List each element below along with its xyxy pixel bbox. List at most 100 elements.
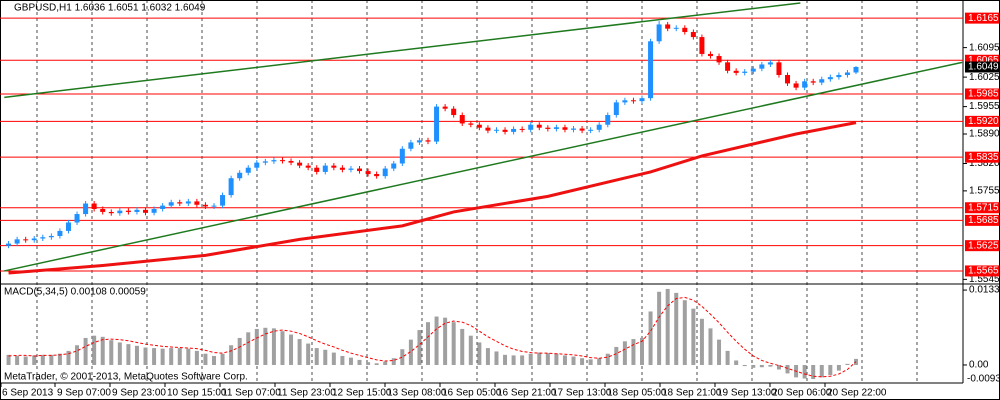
candle-body [185,201,191,204]
candle-body [785,75,791,84]
x-tick-label: 13 Sep 08:00 [387,388,447,399]
macd-bar [109,340,114,365]
y-tick-label: 1.6025 [969,72,1000,83]
candle-body [297,162,303,166]
candle-body [374,174,380,177]
candle-body [83,203,89,215]
candle-body [502,129,508,132]
macd-bar [203,353,208,365]
candle-body [160,205,166,209]
candle-body [314,167,320,172]
candle-body [177,202,183,204]
macd-bar [152,348,157,365]
copyright: MetaTrader, © 2001-2013, MetaQuotes Soft… [4,372,248,383]
candle-body [305,165,311,168]
macd-y-tick-label: 0.0133 [969,285,1000,296]
candle-body [588,129,594,131]
macd-bar [289,334,294,365]
macd-bar [143,347,148,365]
candle-body [690,32,696,38]
level-label-box [965,265,999,277]
x-tick-label: 16 Sep 05:00 [442,388,502,399]
candle-body [434,106,440,142]
macd-bar [417,330,422,365]
candle-body [143,209,149,213]
candle-body [322,165,328,172]
macd-bar [194,350,199,365]
macd-bar [366,362,371,365]
candle-body [596,124,602,130]
macd-bar [49,354,54,365]
x-tick-label: 19 Sep 13:00 [717,388,777,399]
candle-body [108,211,114,214]
candle-body [254,162,260,168]
macd-bar [443,317,448,365]
candle-body [23,239,29,241]
candle-body [742,71,748,73]
macd-bar [460,328,465,365]
level-label-box [965,54,999,66]
candle-body [485,127,491,131]
trendline [4,61,963,272]
x-tick-label: 10 Sep 15:00 [167,388,227,399]
level-label-box [965,115,999,127]
macd-bar [220,353,225,365]
macd-bar [614,346,619,365]
macd-bar [759,364,764,368]
macd-bar [631,339,636,365]
y-tick-label: 1.5545 [969,274,1000,285]
x-tick-label: 18 Sep 21:00 [662,388,722,399]
candle-body [579,128,585,131]
macd-bar [434,316,439,365]
candle-body [279,160,285,162]
candle-body [553,127,559,129]
level-label: 1.5625 [968,240,999,251]
candle-body [382,168,388,177]
macd-bar [477,342,482,365]
candle-body [408,142,414,149]
macd-bar [426,322,430,365]
level-label-box [965,240,999,252]
candle-body [365,171,371,175]
candle-body [493,129,499,131]
candle-body [682,27,688,33]
macd-bar [785,364,790,374]
macd-bar [751,364,756,368]
macd-bar [75,345,80,365]
macd-bar [571,356,576,365]
macd-bar [776,364,781,370]
macd-bar [237,337,242,365]
macd-bar [811,364,816,380]
macd-bar [451,322,456,365]
macd-bar [100,336,105,365]
macd-bar [682,300,687,365]
macd-bar [314,348,319,365]
last-price-label: 1.6049 [968,62,999,73]
candle-body [211,205,217,207]
macd-bar [160,348,165,365]
candle-body [331,165,337,168]
macd-bar [691,308,696,365]
level-label: 1.5685 [968,215,999,226]
macd-bar [520,355,525,365]
candle-body [459,115,465,124]
candle-body [228,178,234,196]
candle-body [511,128,517,132]
candle-body [339,167,345,170]
macd-bar [400,349,405,365]
macd-bar [768,364,773,367]
macd-bar [212,355,216,365]
candle-body [648,41,654,99]
macd-bar [545,353,550,365]
candle-body [759,64,765,69]
level-label: 1.5920 [968,116,999,127]
macd-signal [8,296,857,378]
candle-body [151,208,157,213]
x-tick-label: 17 Sep 13:00 [552,388,612,399]
macd-bar [725,350,730,365]
macd-bar [254,328,259,365]
level-label: 1.6065 [968,55,999,66]
candle-body [750,68,756,72]
